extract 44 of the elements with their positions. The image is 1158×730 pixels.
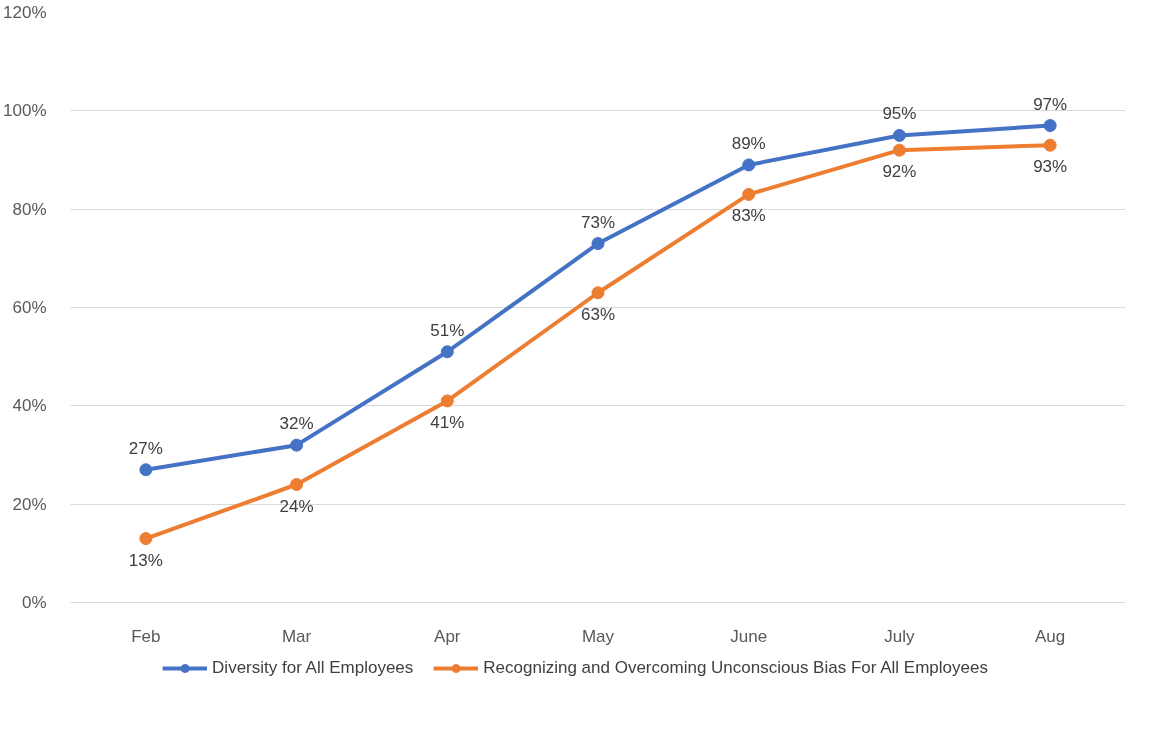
point [139, 463, 153, 477]
point [892, 143, 906, 157]
legend-label: Recognizing and Overcoming Unconscious Bias For All Employees [483, 658, 988, 678]
point [1043, 119, 1057, 133]
x-tick-label: Aug [1035, 626, 1066, 646]
data-label: 83% [731, 206, 766, 226]
data-label: 97% [1033, 94, 1068, 114]
point [591, 237, 605, 251]
data-label: 27% [128, 438, 163, 458]
y-tick-label: 0% [21, 593, 47, 612]
y-tick-label: 80% [12, 199, 47, 219]
point [742, 158, 756, 172]
data-label: 41% [430, 412, 465, 432]
point [290, 438, 304, 452]
y-tick-label: 40% [12, 396, 47, 416]
point [440, 394, 454, 408]
point [1043, 138, 1057, 152]
point [591, 286, 605, 300]
point [440, 345, 454, 359]
point [742, 187, 756, 201]
data-label: 32% [279, 414, 314, 434]
data-label: 13% [128, 550, 163, 570]
y-tick-label: 20% [12, 494, 47, 514]
data-label: 89% [731, 133, 766, 153]
x-tick-label: Apr [434, 626, 461, 646]
data-label: 24% [279, 496, 314, 516]
x-tick-label: July [884, 626, 916, 646]
point [290, 478, 304, 491]
x-tick-label: Mar [281, 626, 312, 646]
y-tick-label: 100% [3, 101, 47, 121]
data-label: 51% [430, 320, 465, 340]
data-label: 73% [580, 212, 616, 232]
y-tick-label: 60% [12, 298, 47, 317]
data-label: 95% [882, 104, 917, 124]
point [892, 128, 906, 142]
x-tick-label: Feb [131, 626, 161, 646]
legend-label: Diversity for All Employees [212, 658, 414, 678]
x-tick-label: June [730, 626, 768, 646]
y-tick-label: 120% [3, 3, 47, 22]
point [139, 532, 153, 546]
data-label: 93% [1033, 157, 1068, 177]
x-tick-label: May [581, 626, 615, 646]
data-label: 63% [580, 304, 616, 324]
data-label: 92% [882, 162, 917, 182]
